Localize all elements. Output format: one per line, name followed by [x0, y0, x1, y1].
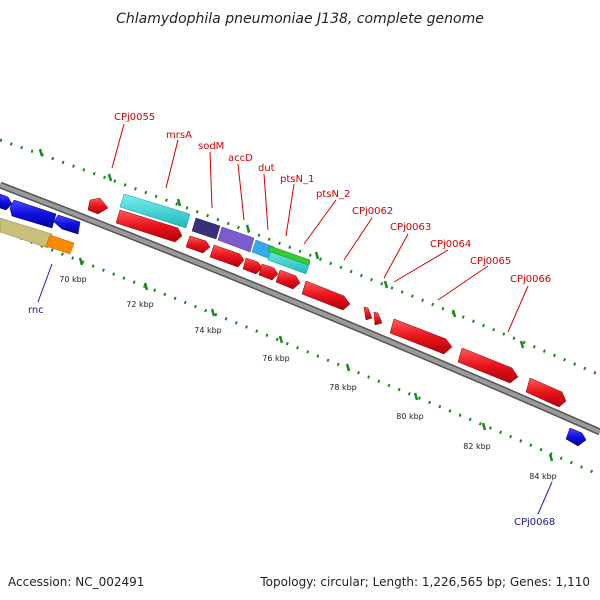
gene-cpj0067-arrow[interactable] — [525, 377, 567, 408]
gene-label-dut[interactable]: dut — [258, 163, 275, 174]
gene-accD-arrow[interactable] — [209, 244, 245, 268]
gene-label-rnc[interactable]: rnc — [28, 305, 44, 316]
label-leader-lines — [111, 123, 529, 333]
gene-label-cpj0062[interactable]: CPj0062 — [352, 206, 393, 217]
gene-label-cpj0068[interactable]: CPj0068 — [514, 517, 555, 528]
gene-label-accd[interactable]: accD — [228, 153, 253, 164]
gene-rnc-blue-arrow[interactable] — [9, 199, 57, 229]
gene-cpj0062-arrow[interactable] — [301, 280, 351, 311]
gene-label-cpj0063[interactable]: CPj0063 — [390, 222, 431, 233]
gene-label-cpj0055[interactable]: CPj0055 — [114, 112, 155, 123]
gene-left-orange-box[interactable] — [45, 234, 75, 255]
gene-mrsA-arrow[interactable] — [115, 209, 183, 243]
label-leader-lines-blue — [37, 263, 553, 515]
gene-ptsN1-arrow[interactable] — [258, 263, 279, 281]
gene-label-cpj0066[interactable]: CPj0066 — [510, 274, 551, 285]
kbp-label-82: 82 kbp — [463, 442, 491, 451]
gene-cpj0055-arrow[interactable] — [87, 197, 109, 215]
gene-left-khaki-box[interactable] — [0, 217, 53, 249]
gene-left-blue-arrow-1[interactable] — [0, 193, 13, 211]
gene-cpj0068-blue-arrow[interactable] — [565, 427, 587, 447]
kbp-label-80: 80 kbp — [396, 412, 424, 421]
gene-dut-arrow[interactable] — [242, 257, 263, 275]
footer-genome-summary: Topology: circular; Length: 1,226,565 bp… — [259, 575, 590, 589]
gene-cpj0065-arrow[interactable] — [389, 318, 453, 355]
feature-track-forward — [115, 209, 567, 408]
outer-major-ticks — [38, 148, 525, 349]
kbp-label-76: 76 kbp — [262, 354, 290, 363]
gene-label-cpj0065[interactable]: CPj0065 — [470, 256, 511, 267]
gene-label-ptsn2[interactable]: ptsN_2 — [316, 189, 350, 200]
gene-ptsN2-arrow[interactable] — [275, 269, 301, 290]
kbp-labels: 70 kbp 72 kbp 74 kbp 76 kbp 78 kbp 80 kb… — [59, 275, 557, 481]
gene-accD-box[interactable] — [217, 226, 255, 253]
genome-backbone — [0, 181, 600, 436]
gene-label-sodm[interactable]: sodM — [198, 141, 224, 152]
kbp-label-84: 84 kbp — [529, 472, 557, 481]
gene-sodM-arrow[interactable] — [185, 235, 211, 254]
gene-label-mrsa[interactable]: mrsA — [166, 130, 192, 141]
gene-label-cpj0064[interactable]: CPj0064 — [430, 239, 471, 250]
footer-accession: Accession: NC_002491 — [8, 575, 144, 589]
gene-left-blue-arrow-3[interactable] — [53, 214, 81, 235]
gene-sodM-box[interactable] — [191, 217, 221, 240]
gene-cpj0064-arrow[interactable] — [373, 311, 383, 326]
gene-labels: CPj0055 mrsA sodM accD dut ptsN_1 ptsN_2… — [28, 112, 555, 528]
inner-major-ticks — [78, 257, 554, 462]
kbp-label-70: 70 kbp — [59, 275, 87, 284]
kbp-label-72: 72 kbp — [126, 300, 154, 309]
feature-track-left — [0, 193, 587, 447]
gene-label-ptsn1[interactable]: ptsN_1 — [280, 174, 314, 185]
genome-title: Chlamydophila pneumoniae J138, complete … — [116, 11, 484, 27]
gene-cpj0063-arrow[interactable] — [363, 306, 373, 321]
outer-scale-arc — [0, 138, 600, 377]
kbp-label-74: 74 kbp — [194, 326, 222, 335]
kbp-label-78: 78 kbp — [329, 383, 357, 392]
gene-mrsA-box[interactable] — [119, 193, 191, 229]
gene-cpj0066-arrow[interactable] — [457, 347, 519, 384]
feature-track-upper — [87, 193, 311, 275]
gene-ptsN2-box[interactable] — [267, 245, 311, 266]
